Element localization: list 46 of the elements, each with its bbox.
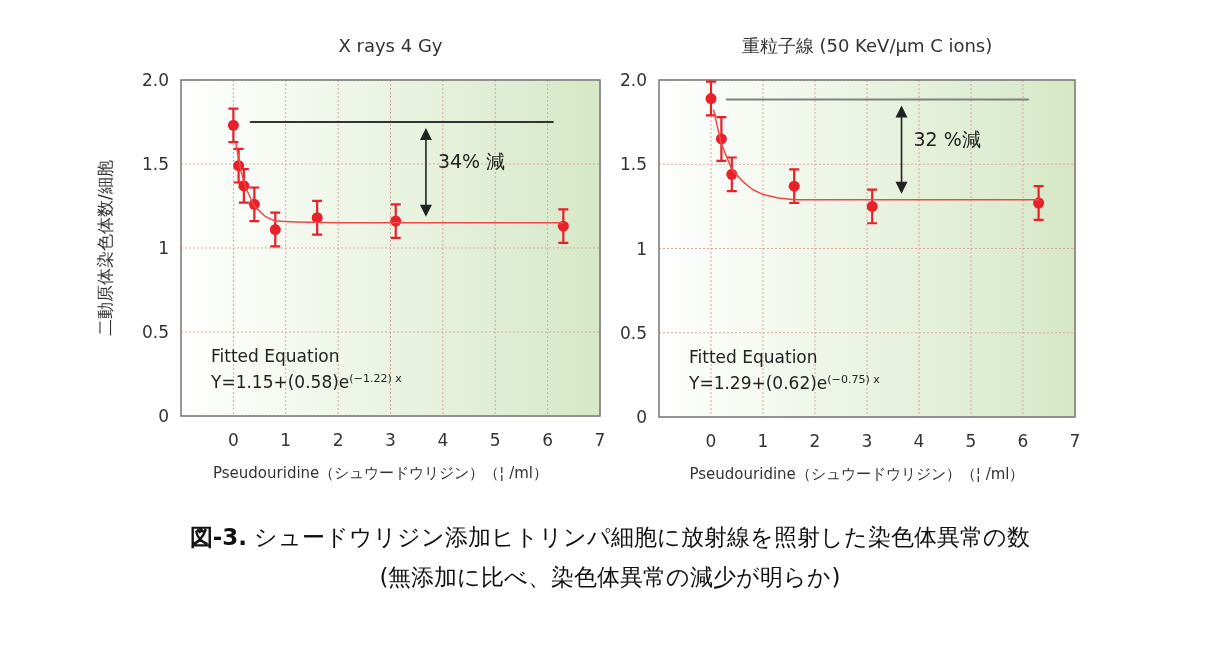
point [705,93,717,105]
y-tick-label: 2.0 [141,70,169,90]
x-tick-label: 7 [594,430,606,450]
annotation: Fitted Equation [689,347,818,367]
y-tick-label: 1.5 [141,154,169,174]
x-axis-title: Pseudouridine（シュウードウリジン）（¦ /ml） [689,465,1025,483]
x-tick-label: 6 [1017,431,1029,451]
point [788,180,800,192]
y-tick-label: 1 [158,238,169,258]
y-tick-label: 0.5 [619,322,647,343]
x-tick-label: 0 [705,431,717,451]
x-tick-label: 3 [861,431,873,451]
x-tick-label: 2 [809,431,821,451]
annotation: Fitted Equation [211,346,340,366]
x-tick-label: 4 [913,431,925,451]
point [311,212,323,224]
x-tick-label: 5 [489,430,501,450]
y-tick-label: 2.0 [619,70,647,90]
x-tick-label: 6 [542,430,554,450]
x-tick-label: 0 [227,430,239,450]
x-tick-label: 5 [965,431,977,451]
point [227,119,239,131]
chart-title: X rays 4 Gy [338,35,443,56]
annotation: 32 %減 [913,127,981,150]
annotation: Y=1.15+(0.58)e$^{(−1.22) x}$ [210,371,403,392]
text: 図-3. シュードウリジン添加ヒトリンパ細胞に放射線を照射した染色体異常の数 [189,524,1031,550]
x-tick-label: 7 [1069,431,1081,451]
y-axis-title: 二動原体染色体数/細胞 [95,160,115,336]
y-tick-label: 0 [158,406,169,426]
chart-title: 重粒子線 (50 KeV/μm C ions) [741,35,993,56]
y-tick-label: 1.5 [619,154,647,175]
point [269,224,281,236]
y-tick-label: 1 [636,238,647,259]
x-tick-label: 2 [332,430,344,450]
annotation: 34% 減 [437,150,506,173]
x-tick-label: 1 [757,431,769,451]
x-axis-title: Pseudouridine（シュウードウリジン）（¦ /ml） [213,464,548,482]
text: (無添加に比べ、染色体異常の減少が明らか) [379,564,841,590]
y-tick-label: 0 [636,407,647,427]
x-tick-label: 3 [385,430,396,450]
y-tick-label: 0.5 [141,322,169,342]
point [866,200,878,212]
x-tick-label: 1 [280,430,292,450]
point [1033,197,1045,209]
x-tick-label: 4 [437,430,449,450]
annotation: Y=1.29+(0.62)e$^{(−0.75) x}$ [688,372,881,393]
